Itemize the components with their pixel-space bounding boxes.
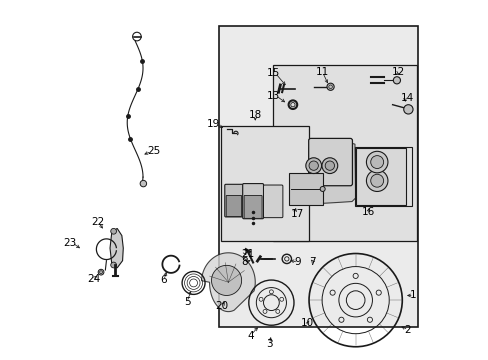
- Circle shape: [366, 151, 387, 173]
- Text: 9: 9: [293, 257, 300, 267]
- Circle shape: [110, 262, 116, 268]
- Circle shape: [370, 174, 383, 187]
- Circle shape: [366, 170, 387, 192]
- Text: 21: 21: [241, 248, 254, 258]
- Text: 6: 6: [160, 275, 167, 285]
- Bar: [354, 147, 411, 206]
- Text: 11: 11: [315, 67, 328, 77]
- Text: 4: 4: [247, 330, 254, 341]
- FancyBboxPatch shape: [244, 195, 262, 219]
- Circle shape: [110, 228, 116, 234]
- Circle shape: [308, 161, 318, 170]
- Text: 10: 10: [301, 319, 313, 328]
- Circle shape: [320, 186, 325, 192]
- FancyBboxPatch shape: [224, 184, 243, 217]
- Text: 7: 7: [308, 257, 315, 267]
- Text: 23: 23: [63, 238, 77, 248]
- Text: 8: 8: [241, 257, 247, 267]
- Bar: [219, 26, 418, 327]
- Text: 5: 5: [183, 297, 190, 307]
- Text: 3: 3: [266, 339, 272, 349]
- FancyBboxPatch shape: [242, 184, 263, 219]
- Circle shape: [403, 105, 412, 114]
- Circle shape: [370, 156, 383, 168]
- Polygon shape: [201, 253, 255, 312]
- Bar: [288, 173, 322, 205]
- Polygon shape: [110, 228, 123, 268]
- Text: 18: 18: [248, 111, 262, 121]
- Text: 20: 20: [215, 301, 228, 311]
- Circle shape: [305, 158, 321, 174]
- Circle shape: [321, 158, 337, 174]
- Circle shape: [392, 77, 400, 84]
- Text: 22: 22: [91, 217, 104, 227]
- Text: 1: 1: [408, 291, 415, 301]
- Circle shape: [98, 269, 104, 275]
- Circle shape: [325, 161, 334, 170]
- Bar: [221, 126, 308, 241]
- Text: 12: 12: [391, 67, 404, 77]
- Polygon shape: [211, 265, 241, 296]
- Text: 14: 14: [400, 93, 413, 103]
- Text: 13: 13: [266, 91, 280, 101]
- Bar: [355, 148, 405, 205]
- Circle shape: [140, 180, 146, 187]
- Text: 16: 16: [361, 207, 374, 217]
- Text: 24: 24: [87, 274, 101, 284]
- Polygon shape: [308, 140, 355, 203]
- Bar: [273, 65, 416, 241]
- Circle shape: [326, 83, 333, 90]
- Text: 19: 19: [206, 120, 220, 129]
- Text: 2: 2: [403, 325, 410, 335]
- Text: 17: 17: [290, 209, 303, 219]
- FancyBboxPatch shape: [226, 195, 241, 217]
- FancyBboxPatch shape: [308, 138, 352, 186]
- Text: 25: 25: [147, 146, 160, 156]
- FancyBboxPatch shape: [263, 185, 282, 218]
- Text: 15: 15: [266, 68, 279, 78]
